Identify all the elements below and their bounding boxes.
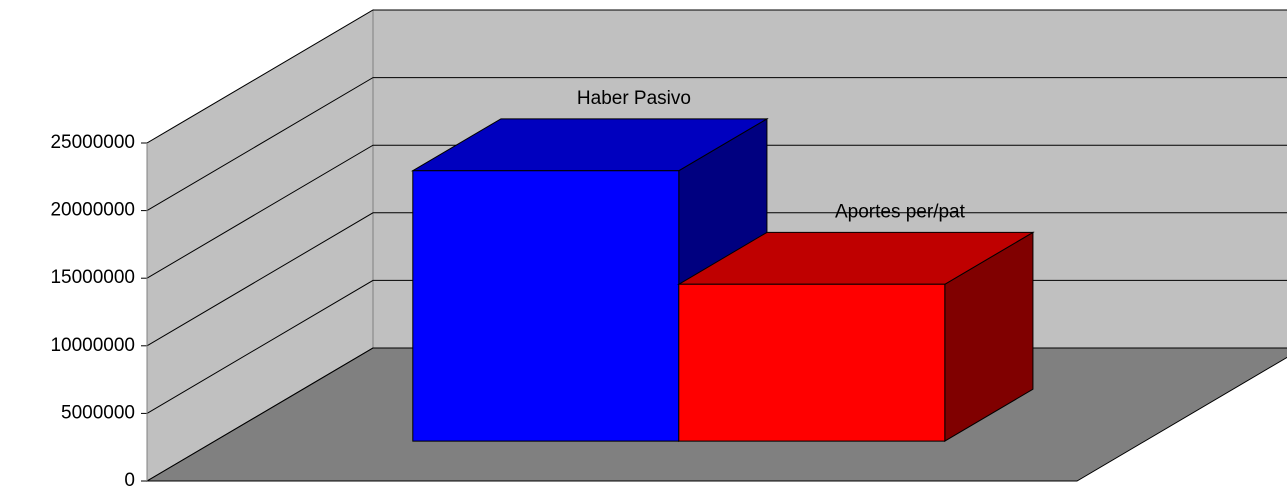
grid-line	[146, 212, 1287, 347]
bar	[412, 170, 680, 442]
bar	[678, 283, 946, 442]
y-tick-label: 10000000	[50, 335, 135, 356]
plot: Haber Pasivo Aportes per/pat	[141, 9, 1287, 482]
y-tick-label: 15000000	[50, 267, 135, 288]
grid-line	[146, 9, 1287, 144]
grid-line	[146, 144, 1287, 279]
y-tick-label: 20000000	[50, 200, 135, 221]
grid-line	[146, 279, 1287, 414]
grid-line	[146, 77, 1287, 212]
y-tick-label: 25000000	[50, 132, 135, 153]
y-tick-label: 5000000	[61, 402, 135, 423]
bar-label: Haber Pasivo	[577, 88, 691, 109]
bar-label: Aportes per/pat	[835, 201, 966, 222]
y-tick-label: 0	[124, 470, 135, 489]
grid-line	[146, 347, 1287, 482]
